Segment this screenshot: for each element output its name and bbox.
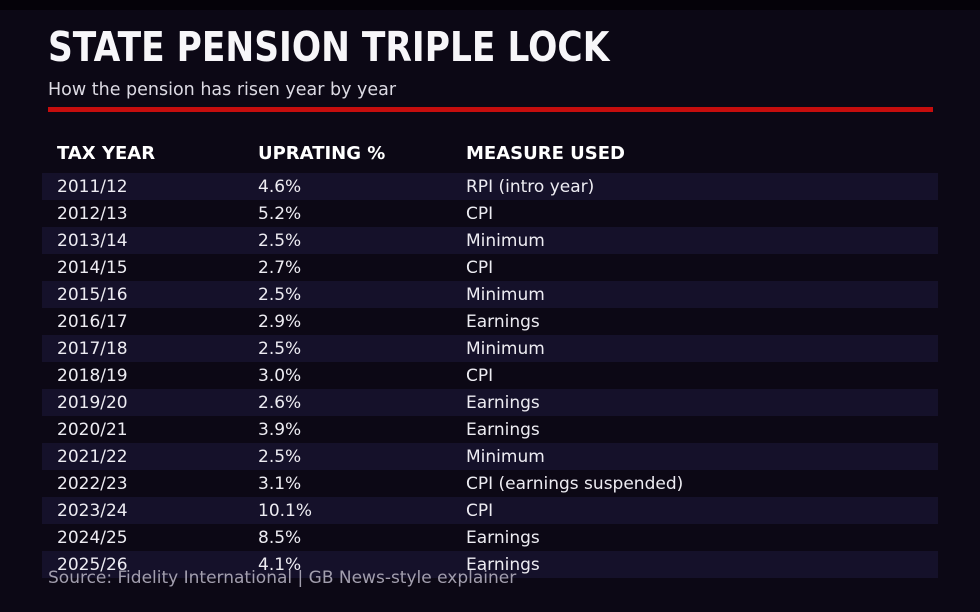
- cell-tax-year: 2025/26: [57, 554, 128, 575]
- cell-uprating-percent: 8.5%: [258, 527, 302, 548]
- cell-measure-used: CPI: [466, 257, 494, 278]
- cell-measure-used: Earnings: [466, 554, 540, 575]
- cell-tax-year: 2015/16: [57, 284, 128, 305]
- cell-uprating-percent: 2.5%: [258, 284, 302, 305]
- table-header-row: TAX YEAR UPRATING % MEASURE USED: [42, 134, 938, 173]
- column-header-uprating: UPRATING %: [258, 143, 386, 164]
- cell-tax-year: 2014/15: [57, 257, 128, 278]
- pension-table: TAX YEAR UPRATING % MEASURE USED 2011/12…: [42, 134, 938, 578]
- cell-tax-year: 2016/17: [57, 311, 128, 332]
- table-row: 2018/19 3.0% CPI: [42, 362, 938, 389]
- cell-uprating-percent: 2.6%: [258, 392, 302, 413]
- cell-tax-year: 2022/23: [57, 473, 128, 494]
- cell-uprating-percent: 3.1%: [258, 473, 302, 494]
- table-row: 2024/25 8.5% Earnings: [42, 524, 938, 551]
- cell-measure-used: Minimum: [466, 446, 545, 467]
- table-row: 2019/20 2.6% Earnings: [42, 389, 938, 416]
- cell-tax-year: 2023/24: [57, 500, 128, 521]
- table-row: 2025/26 4.1% Earnings: [42, 551, 938, 578]
- cell-measure-used: CPI: [466, 203, 494, 224]
- page-subtitle: How the pension has risen year by year: [48, 80, 397, 100]
- cell-uprating-percent: 10.1%: [258, 500, 313, 521]
- cell-measure-used: Minimum: [466, 284, 545, 305]
- cell-uprating-percent: 5.2%: [258, 203, 302, 224]
- cell-tax-year: 2013/14: [57, 230, 128, 251]
- cell-tax-year: 2018/19: [57, 365, 128, 386]
- cell-measure-used: Minimum: [466, 338, 545, 359]
- cell-measure-used: Earnings: [466, 392, 540, 413]
- cell-measure-used: CPI (earnings suspended): [466, 473, 684, 494]
- table-body: 2011/12 4.6% RPI (intro year) 2012/13 5.2% CP…: [42, 173, 938, 578]
- table-row: 2011/12 4.6% RPI (intro year): [42, 173, 938, 200]
- cell-tax-year: 2024/25: [57, 527, 128, 548]
- cell-measure-used: Minimum: [466, 230, 545, 251]
- top-border-band: [0, 0, 980, 10]
- cell-tax-year: 2021/22: [57, 446, 128, 467]
- cell-uprating-percent: 3.9%: [258, 419, 302, 440]
- table-row: 2013/14 2.5% Minimum: [42, 227, 938, 254]
- cell-uprating-percent: 2.5%: [258, 230, 302, 251]
- table-row: 2023/24 10.1% CPI: [42, 497, 938, 524]
- cell-tax-year: 2019/20: [57, 392, 128, 413]
- page-title: STATE PENSION TRIPLE LOCK: [48, 23, 610, 71]
- cell-measure-used: CPI: [466, 365, 494, 386]
- cell-uprating-percent: 2.5%: [258, 338, 302, 359]
- cell-uprating-percent: 4.6%: [258, 176, 302, 197]
- table-row: 2015/16 2.5% Minimum: [42, 281, 938, 308]
- cell-uprating-percent: 3.0%: [258, 365, 302, 386]
- cell-tax-year: 2012/13: [57, 203, 128, 224]
- cell-measure-used: RPI (intro year): [466, 176, 595, 197]
- cell-measure-used: Earnings: [466, 419, 540, 440]
- red-divider: [48, 107, 933, 112]
- table-row: 2017/18 2.5% Minimum: [42, 335, 938, 362]
- table-row: 2020/21 3.9% Earnings: [42, 416, 938, 443]
- cell-uprating-percent: 2.7%: [258, 257, 302, 278]
- source-caption: Source: Fidelity International | GB News…: [48, 568, 517, 588]
- cell-uprating-percent: 2.5%: [258, 446, 302, 467]
- cell-measure-used: CPI: [466, 500, 494, 521]
- column-header-measure: MEASURE USED: [466, 143, 625, 164]
- cell-measure-used: Earnings: [466, 311, 540, 332]
- table-row: 2022/23 3.1% CPI (earnings suspended): [42, 470, 938, 497]
- cell-tax-year: 2011/12: [57, 176, 128, 197]
- cell-tax-year: 2020/21: [57, 419, 128, 440]
- table-row: 2014/15 2.7% CPI: [42, 254, 938, 281]
- cell-tax-year: 2017/18: [57, 338, 128, 359]
- table-row: 2021/22 2.5% Minimum: [42, 443, 938, 470]
- cell-uprating-percent: 2.9%: [258, 311, 302, 332]
- cell-uprating-percent: 4.1%: [258, 554, 302, 575]
- table-row: 2016/17 2.9% Earnings: [42, 308, 938, 335]
- table-row: 2012/13 5.2% CPI: [42, 200, 938, 227]
- column-header-tax-year: TAX YEAR: [57, 143, 156, 164]
- cell-measure-used: Earnings: [466, 527, 540, 548]
